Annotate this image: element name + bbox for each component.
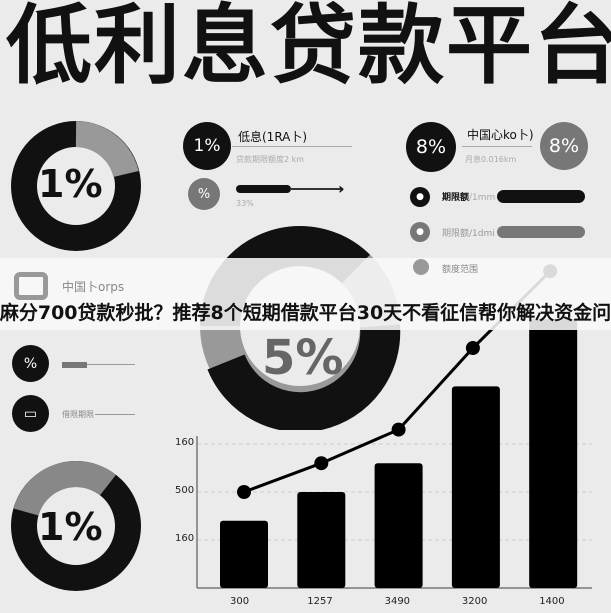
percent-badge: % xyxy=(188,178,220,210)
arrow-head-icon: › xyxy=(338,179,345,198)
monitor-icon: ▭ xyxy=(12,395,49,432)
y-tick-label: 160 xyxy=(175,437,195,448)
arrow-icon xyxy=(95,414,135,415)
legend-text: 期限额 xyxy=(442,193,470,203)
legend-dot-icon: ● xyxy=(410,222,430,242)
bar xyxy=(220,520,268,588)
line-point xyxy=(391,422,406,437)
stat-label: 低息(1RA卜) xyxy=(238,130,308,144)
donut-value-center: 5% xyxy=(262,330,344,386)
donut-segment xyxy=(75,121,139,178)
legend-label: 期限额/1dmi xyxy=(442,226,495,239)
legend-bar xyxy=(497,226,585,238)
arrow-icon xyxy=(87,364,135,365)
divider xyxy=(462,146,532,147)
bar xyxy=(451,386,500,588)
stat-badge-secondary: 8% xyxy=(540,122,588,170)
x-tick-label: 1400 xyxy=(539,596,565,607)
x-tick-label: 3200 xyxy=(461,596,488,607)
donut-value-bottom: 1% xyxy=(38,505,103,549)
left-item-label: 中国卜orps xyxy=(62,280,125,294)
bar xyxy=(374,463,423,588)
progress-bar xyxy=(236,185,291,193)
legend-dot-icon xyxy=(413,259,429,275)
legend-label: 额度范围 xyxy=(442,265,479,275)
donut-chart-top xyxy=(11,121,141,251)
legend-bar xyxy=(497,190,585,203)
donut-chart-bottom xyxy=(11,461,141,591)
donut-value-top: 1% xyxy=(38,162,103,206)
x-tick-label: 3490 xyxy=(384,596,411,607)
y-tick-label: 160 xyxy=(175,533,195,544)
home-icon xyxy=(14,272,48,300)
x-tick-label: 1257 xyxy=(307,596,333,607)
divider xyxy=(232,146,352,147)
page-title: 低利息贷款平台 xyxy=(6,0,611,96)
bar xyxy=(529,319,578,588)
arrow-icon xyxy=(290,188,342,190)
percent-badge: % xyxy=(12,345,49,382)
headline-text: 芝麻分700贷款秒批？推荐8个短期借款平台30天不看征信帮你解决资金问题 xyxy=(0,302,611,324)
stat-sub: 月息0.016km xyxy=(465,155,517,164)
x-tick-label: 300 xyxy=(230,596,250,607)
legend-sub: /1dmi xyxy=(469,229,495,239)
stat-badge: 1% xyxy=(183,122,231,170)
line-point xyxy=(465,341,480,355)
legend-text: 期限额 xyxy=(442,229,470,239)
stat-sub: 贷款期限额度2 km xyxy=(236,155,305,164)
headline-banner: 芝麻分700贷款秒批？推荐8个短期借款平台30天不看征信帮你解决资金问题 xyxy=(0,258,611,330)
legend-label: 期限额/1mm xyxy=(442,190,495,203)
legend-dot-icon: ● xyxy=(410,187,430,207)
y-tick-label: 500 xyxy=(175,485,195,496)
left-item-label: 借限期限 xyxy=(62,410,94,419)
line-point xyxy=(314,456,329,471)
stat-badge: 8% xyxy=(406,122,456,172)
stat-sub: 33% xyxy=(236,199,254,208)
progress-bar xyxy=(62,362,87,368)
legend-sub: /1mm xyxy=(469,193,496,203)
bar xyxy=(297,492,346,588)
stat-label: 中国心ko卜) xyxy=(467,128,534,142)
line-point xyxy=(237,485,251,499)
